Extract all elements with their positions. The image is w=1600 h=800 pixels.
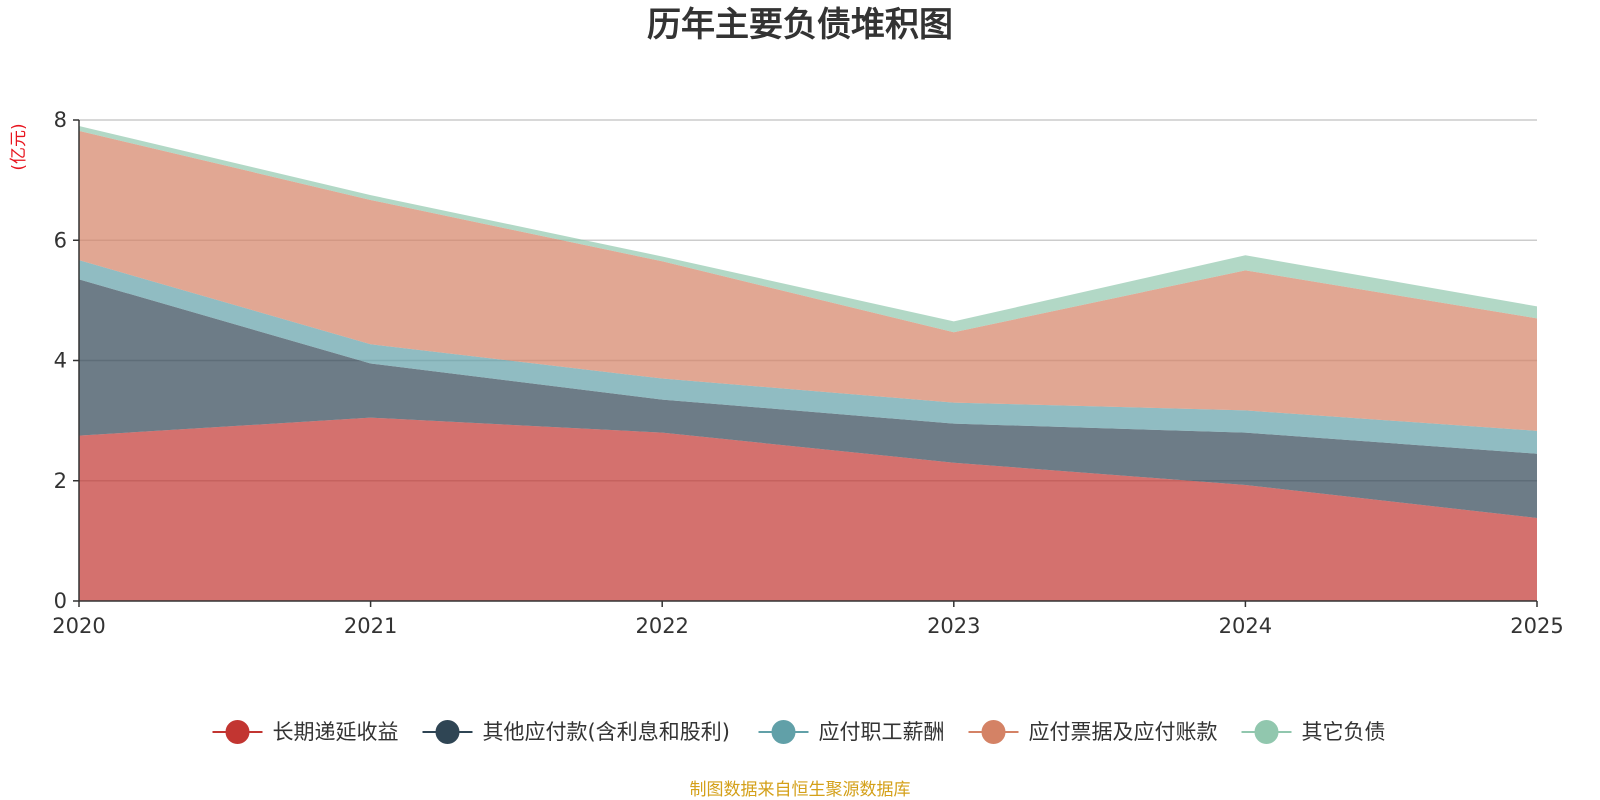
y-unit-label: (亿元) (9, 123, 29, 170)
area-series-2 (79, 260, 1537, 454)
x-tick-label: 2025 (1510, 614, 1563, 638)
area-series-0 (79, 417, 1537, 601)
legend-item-2[interactable]: 应付职工薪酬 (758, 720, 945, 744)
x-tick-label: 2024 (1219, 614, 1272, 638)
legend-marker (981, 720, 1006, 744)
x-tick-label: 2022 (635, 614, 688, 638)
area-series (79, 126, 1537, 601)
legend-item-4[interactable]: 其它负债 (1241, 720, 1386, 744)
x-tick-label: 2021 (344, 614, 397, 638)
legend-marker (225, 720, 250, 744)
area-series-4 (79, 126, 1537, 333)
legend-marker (1254, 720, 1279, 744)
legend-label: 其它负债 (1302, 720, 1386, 744)
legend-label: 应付职工薪酬 (819, 720, 945, 744)
x-tick-label: 2020 (52, 614, 105, 638)
legend-label: 长期递延收益 (273, 720, 399, 744)
y-tick-label: 6 (54, 228, 67, 252)
legend-item-3[interactable]: 应付票据及应付账款 (968, 720, 1218, 744)
axes: 0 2 4 6 8 2020 2021 2022 2023 2024 2025 (52, 108, 1563, 638)
source-note: 制图数据来自恒生聚源数据库 (690, 780, 911, 800)
legend-label: 其他应付款(含利息和股利) (483, 720, 730, 744)
legend-marker (435, 720, 460, 744)
y-tick-label: 8 (54, 108, 67, 132)
legend-item-1[interactable]: 其他应付款(含利息和股利) (422, 720, 730, 744)
legend-label: 应付票据及应付账款 (1029, 720, 1218, 744)
legend-marker (771, 720, 796, 744)
y-tick-label: 2 (54, 469, 67, 493)
legend-item-0[interactable]: 长期递延收益 (212, 720, 399, 744)
y-tick-label: 0 (54, 589, 67, 613)
x-tick-label: 2023 (927, 614, 980, 638)
chart-title: 历年主要负债堆积图 (647, 5, 953, 45)
area-series-3 (79, 130, 1537, 431)
y-tick-label: 4 (54, 349, 67, 373)
area-series-1 (79, 279, 1537, 519)
legend: 长期递延收益 其他应付款(含利息和股利) 应付职工薪酬 应付票据及应付账款 其它负债 (212, 720, 1386, 744)
